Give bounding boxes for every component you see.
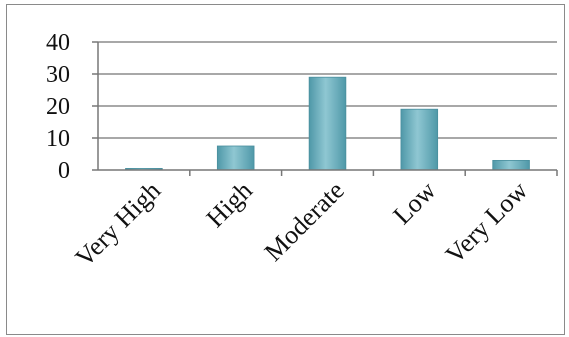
x-tick-label-low: Low bbox=[387, 176, 441, 230]
y-tick-label-30: 30 bbox=[46, 62, 70, 88]
bars bbox=[125, 76, 530, 171]
x-tick-label-moderate: Moderate bbox=[259, 176, 350, 267]
y-tick-label-20: 20 bbox=[46, 94, 70, 120]
y-tick-label-40: 40 bbox=[46, 30, 70, 56]
bar-moderate bbox=[308, 76, 347, 171]
y-tick-label-10: 10 bbox=[46, 126, 70, 152]
y-tick-label-0: 0 bbox=[58, 158, 70, 184]
x-tick-label-very-low: Very Low bbox=[440, 176, 534, 270]
x-tick-label-very-high: Very High bbox=[70, 176, 167, 273]
bar-high bbox=[216, 145, 255, 171]
axes bbox=[92, 41, 558, 176]
x-tick-label-high: High bbox=[201, 176, 258, 233]
bar-low bbox=[400, 108, 439, 171]
bar-very-low bbox=[492, 159, 530, 171]
y-tick-labels: 0 10 20 30 40 bbox=[46, 30, 70, 184]
